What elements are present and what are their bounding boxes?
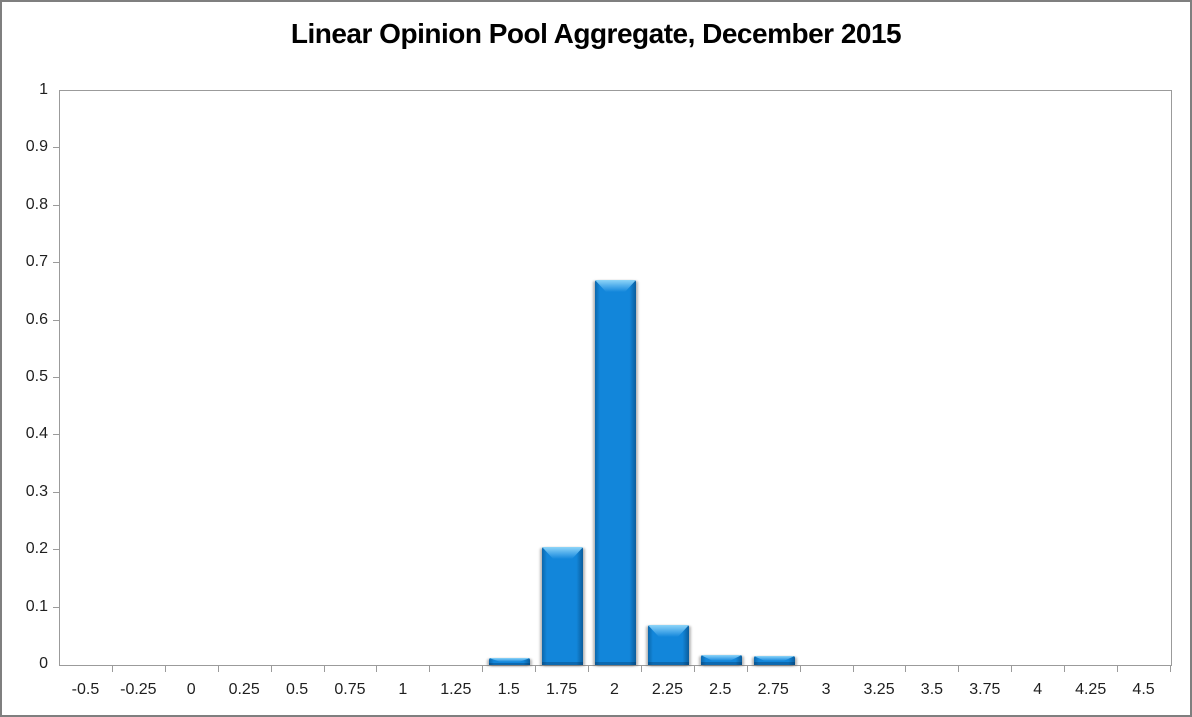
y-axis-tick-label: 0.6 [25,310,48,328]
x-axis-tick [376,666,378,672]
x-axis-tick [799,666,801,672]
x-axis-tick [852,666,854,672]
x-axis-tick [217,666,219,672]
x-axis-tick [1117,666,1119,672]
bar [489,658,531,665]
x-axis-tick [535,666,537,672]
x-axis-tick [429,666,431,672]
x-axis-tick [1064,666,1066,672]
bar [542,547,584,665]
x-axis-tick [323,666,325,672]
y-axis-tick-label: 0.3 [25,482,48,500]
x-axis-tick-label: 2.75 [757,681,789,698]
y-axis-tick [53,606,59,608]
x-axis-tick [693,666,695,672]
bar [595,280,636,665]
x-axis-tick-label: 3.75 [969,681,1001,698]
x-axis-tick-label: -0.25 [120,681,157,698]
x-axis-tick-label: 3.5 [920,681,944,698]
bar [647,625,689,665]
x-axis-tick-label: 1.75 [546,681,578,698]
x-axis-tick-label: -0.5 [71,681,100,698]
y-axis-tick [53,549,59,551]
x-axis-tick-label: 2.5 [709,681,732,698]
y-axis-tick-label: 0.5 [25,368,48,385]
x-axis-tick-label: 0.25 [228,681,260,698]
x-axis-tick [482,666,484,672]
x-axis-tick-label: 1 [398,681,408,698]
x-axis-tick [746,666,748,672]
x-axis-tick-label: 1.25 [440,681,472,698]
y-axis-tick-label: 0.1 [25,597,48,615]
x-axis-tick-label: 4.25 [1075,681,1107,698]
x-axis-tick-label: 4.5 [1132,681,1155,698]
y-axis-tick [53,147,59,149]
x-axis-tick-label: 3 [821,681,831,698]
y-axis-tick-label: 0.8 [25,195,48,213]
y-axis-tick [53,491,59,493]
x-axis-tick [958,666,960,672]
plot-area [59,90,1172,666]
bar [700,655,742,665]
x-axis-tick-label: 0.5 [285,681,309,698]
x-axis-tick [111,666,113,672]
y-axis-tick [53,319,59,321]
x-axis-tick [588,666,590,672]
y-axis-tick [53,204,59,206]
x-axis-tick-label: 4 [1033,681,1043,698]
x-axis-tick-label: 2.25 [651,681,683,698]
x-axis-tick-label: 1.5 [497,681,520,698]
x-axis-tick-label: 0 [186,681,196,698]
bar [753,656,795,665]
x-axis-tick [270,666,272,672]
y-axis-tick-label: 0.9 [25,138,48,156]
chart-title: Linear Opinion Pool Aggregate, December … [290,18,902,49]
y-axis-tick [53,377,59,378]
x-axis-tick-label: 3.25 [863,681,895,698]
x-axis-tick [905,666,907,672]
x-axis-tick-label: 2 [610,681,619,698]
y-axis-tick-label: 0.4 [25,425,48,443]
x-axis-tick [164,666,166,672]
x-axis-tick [640,666,642,672]
y-axis-tick-label: 0 [39,655,48,672]
y-axis-tick-label: 1 [39,81,48,98]
y-axis-tick [53,262,59,264]
x-axis-tick [1011,666,1013,672]
x-axis-tick [1170,666,1171,672]
y-axis-tick-label: 0.7 [25,253,48,271]
y-axis-tick-label: 0.2 [25,540,48,558]
x-axis-tick-label: 0.75 [334,681,366,698]
y-axis-tick [53,434,59,436]
